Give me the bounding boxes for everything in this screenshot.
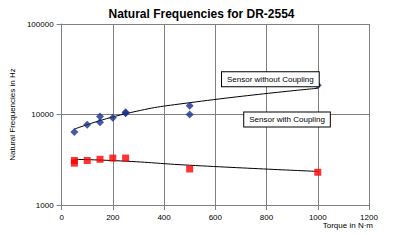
svg-text:Sensor without Coupling: Sensor without Coupling — [227, 75, 314, 84]
svg-text:1000: 1000 — [36, 201, 54, 210]
svg-text:10000: 10000 — [31, 110, 54, 119]
svg-text:Torque in N·m: Torque in N·m — [323, 221, 374, 230]
svg-text:Natural Frequencies in Hz: Natural Frequencies in Hz — [8, 68, 17, 160]
svg-text:Natural Frequencies for DR-255: Natural Frequencies for DR-2554 — [108, 7, 294, 21]
svg-text:1000: 1000 — [309, 213, 327, 222]
svg-text:0: 0 — [59, 213, 64, 222]
svg-text:200: 200 — [106, 213, 120, 222]
svg-text:100000: 100000 — [27, 20, 54, 29]
svg-text:800: 800 — [260, 213, 274, 222]
svg-text:1200: 1200 — [360, 213, 378, 222]
svg-text:600: 600 — [209, 213, 223, 222]
svg-text:Sensor with Coupling: Sensor with Coupling — [249, 115, 325, 124]
svg-text:400: 400 — [157, 213, 171, 222]
